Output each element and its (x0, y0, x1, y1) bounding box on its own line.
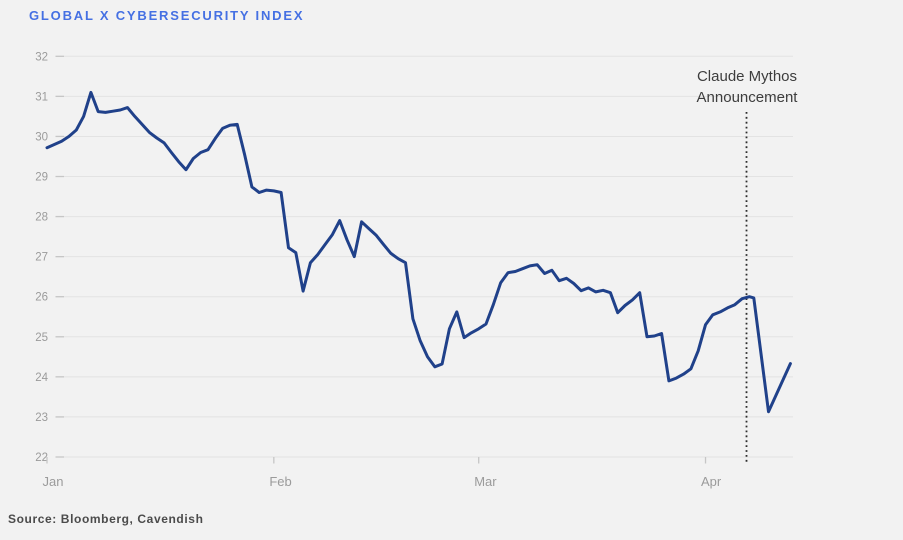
x-axis-label: Jan (43, 474, 64, 489)
y-axis-label: 22 (35, 452, 48, 464)
y-axis-label: 23 (35, 412, 48, 424)
index-line (45, 90, 792, 414)
x-axis-label: Apr (701, 474, 722, 489)
y-axis-label: 31 (35, 91, 48, 103)
x-axis-label: Feb (269, 474, 291, 489)
y-axis-label: 27 (35, 252, 48, 264)
y-axis-label: 32 (35, 51, 48, 63)
x-axis-label: Mar (474, 474, 497, 489)
source-note: Source: Bloomberg, Cavendish (8, 512, 204, 526)
y-axis-label: 25 (35, 332, 48, 344)
y-axis-label: 24 (35, 372, 48, 384)
y-axis-label: 26 (35, 292, 48, 304)
annotation-label: Claude Mythos Announcement (667, 66, 827, 108)
y-axis-label: 29 (35, 172, 48, 184)
annotation-line1: Claude Mythos (696, 68, 798, 85)
y-axis-label: 28 (35, 212, 48, 224)
annotation-line2: Announcement (696, 89, 798, 106)
chart-title: GLOBAL X CYBERSECURITY INDEX (29, 8, 305, 23)
y-axis-label: 30 (35, 131, 48, 143)
